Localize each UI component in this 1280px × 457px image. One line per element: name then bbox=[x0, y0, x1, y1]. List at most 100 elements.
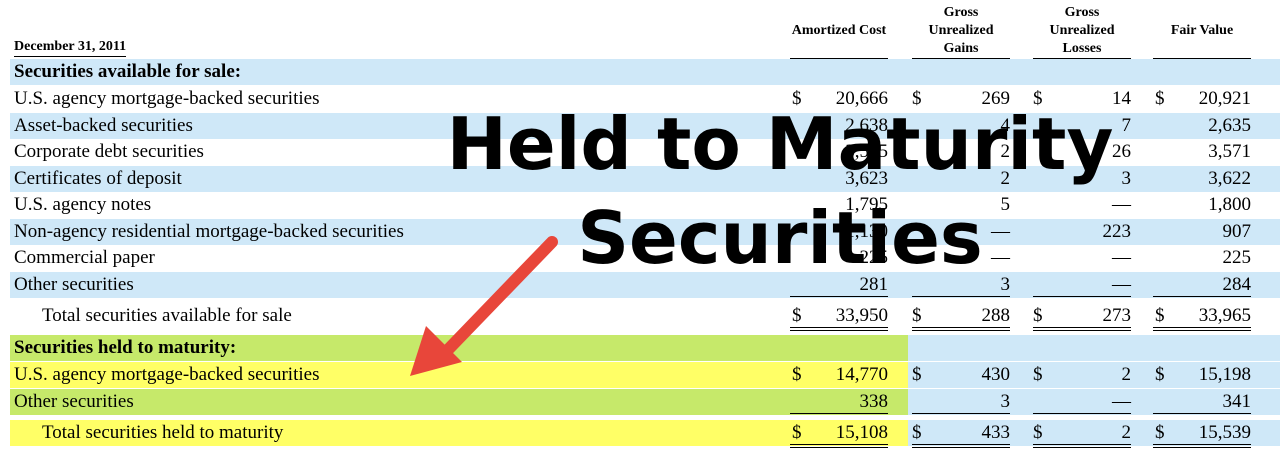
value-gains: — bbox=[991, 247, 1010, 268]
table-row bbox=[10, 362, 1280, 388]
value-gains: 5 bbox=[1000, 194, 1011, 215]
value-gains: 288 bbox=[981, 305, 1011, 326]
subtotal-underline bbox=[1153, 296, 1251, 297]
section-heading-row bbox=[10, 59, 1280, 85]
row-label: Certificates of deposit bbox=[14, 167, 182, 189]
row-label: Other securities bbox=[14, 390, 134, 412]
value-losses: 26 bbox=[1112, 141, 1131, 162]
value-losses: 3 bbox=[1121, 167, 1132, 189]
value-fair: 3,622 bbox=[1208, 167, 1251, 189]
value-losses: 2 bbox=[1121, 422, 1132, 443]
value-losses: — bbox=[1112, 247, 1131, 268]
currency-symbol: $ bbox=[1033, 364, 1043, 385]
value-gains: 430 bbox=[981, 364, 1011, 385]
row-label: Asset-backed securities bbox=[14, 114, 193, 136]
value-losses: 14 bbox=[1112, 88, 1131, 109]
value-gains: 2 bbox=[1000, 141, 1011, 162]
value-gains: 3 bbox=[1000, 273, 1011, 295]
value-fair: 15,539 bbox=[1198, 422, 1251, 443]
value-losses: 273 bbox=[1102, 305, 1132, 326]
row-label: Commercial paper bbox=[14, 247, 155, 268]
value-cost: 225 bbox=[859, 247, 889, 268]
subtotal-underline bbox=[790, 413, 888, 414]
row-label: Total securities held to maturity bbox=[42, 422, 284, 443]
value-cost: 33,950 bbox=[835, 305, 888, 326]
value-fair: 341 bbox=[1222, 390, 1252, 412]
value-gains: 4 bbox=[1000, 114, 1011, 136]
value-cost: 1,130 bbox=[845, 220, 888, 242]
table-row bbox=[10, 388, 1280, 415]
value-fair: 3,571 bbox=[1208, 141, 1251, 162]
currency-symbol: $ bbox=[1155, 364, 1165, 385]
currency-symbol: $ bbox=[1033, 88, 1043, 109]
date-label: December 31, 2011 bbox=[14, 38, 127, 57]
row-label: Non-agency residential mortgage-backed s… bbox=[14, 220, 404, 242]
value-losses: 223 bbox=[1102, 220, 1132, 242]
total-double-underline bbox=[1153, 444, 1251, 448]
subtotal-underline bbox=[1033, 413, 1131, 414]
subtotal-underline bbox=[1033, 296, 1131, 297]
currency-symbol: $ bbox=[912, 364, 922, 385]
table-row bbox=[10, 165, 1280, 192]
currency-symbol: $ bbox=[792, 364, 802, 385]
value-losses: — bbox=[1112, 390, 1131, 412]
value-cost: 1,795 bbox=[845, 194, 888, 215]
header-underline bbox=[912, 58, 1010, 59]
section-heading: Securities available for sale: bbox=[14, 61, 242, 82]
row-label: U.S. agency mortgage-backed securities bbox=[14, 88, 320, 109]
value-fair: 2,635 bbox=[1208, 114, 1251, 136]
value-cost: 338 bbox=[859, 390, 889, 412]
row-label: Total securities available for sale bbox=[42, 305, 292, 326]
header-underline bbox=[1153, 58, 1251, 59]
subtotal-underline bbox=[912, 296, 1010, 297]
value-fair: 15,198 bbox=[1198, 364, 1251, 385]
currency-symbol: $ bbox=[792, 88, 802, 109]
header-amortized-cost: Amortized Cost bbox=[791, 23, 887, 38]
total-row bbox=[10, 420, 1280, 446]
value-fair: 284 bbox=[1222, 273, 1252, 295]
table-row bbox=[10, 271, 1280, 298]
value-gains: 3 bbox=[1000, 390, 1011, 412]
table-row bbox=[10, 112, 1280, 139]
value-fair: 33,965 bbox=[1198, 305, 1251, 326]
header-underline bbox=[790, 58, 888, 59]
value-gains: 2 bbox=[1000, 167, 1011, 189]
value-cost: 2,638 bbox=[845, 114, 888, 136]
table-row bbox=[10, 218, 1280, 245]
value-fair: 225 bbox=[1222, 247, 1252, 268]
row-label: U.S. agency mortgage-backed securities bbox=[14, 364, 320, 385]
row-label: U.S. agency notes bbox=[14, 194, 152, 215]
total-double-underline bbox=[912, 444, 1010, 448]
red-arrow-icon bbox=[410, 236, 558, 376]
value-losses: 7 bbox=[1121, 114, 1132, 136]
value-gains: — bbox=[991, 220, 1010, 242]
overlay-title-line2: Securities bbox=[577, 196, 983, 280]
currency-symbol: $ bbox=[1155, 88, 1165, 109]
subtotal-underline bbox=[790, 296, 888, 297]
value-losses: 2 bbox=[1121, 364, 1132, 385]
row-label: Other securities bbox=[14, 273, 134, 295]
value-cost: 14,770 bbox=[835, 364, 888, 385]
currency-symbol: $ bbox=[792, 305, 802, 326]
value-fair: 20,921 bbox=[1198, 88, 1251, 109]
overlay-title-line1: Held to Maturity bbox=[446, 102, 1114, 186]
total-double-underline bbox=[790, 327, 888, 331]
header-underline bbox=[1033, 58, 1131, 59]
value-cost: 15,108 bbox=[835, 422, 888, 443]
total-double-underline bbox=[1153, 327, 1251, 331]
value-cost: 20,666 bbox=[835, 88, 888, 109]
total-double-underline bbox=[790, 444, 888, 448]
subtotal-underline bbox=[1153, 413, 1251, 414]
currency-symbol: $ bbox=[1033, 305, 1043, 326]
currency-symbol: $ bbox=[1155, 422, 1165, 443]
value-fair: 907 bbox=[1222, 220, 1252, 242]
header-gross-gains: Gross Unrealized Gains bbox=[928, 5, 994, 56]
value-cost: 3,595 bbox=[845, 141, 888, 162]
value-losses: — bbox=[1112, 194, 1131, 215]
section-heading: Securities held to maturity: bbox=[14, 337, 237, 358]
row-label: Corporate debt securities bbox=[14, 141, 204, 162]
currency-symbol: $ bbox=[912, 422, 922, 443]
value-losses: — bbox=[1112, 273, 1131, 295]
total-double-underline bbox=[1033, 444, 1131, 448]
section-heading-row bbox=[10, 335, 1280, 361]
